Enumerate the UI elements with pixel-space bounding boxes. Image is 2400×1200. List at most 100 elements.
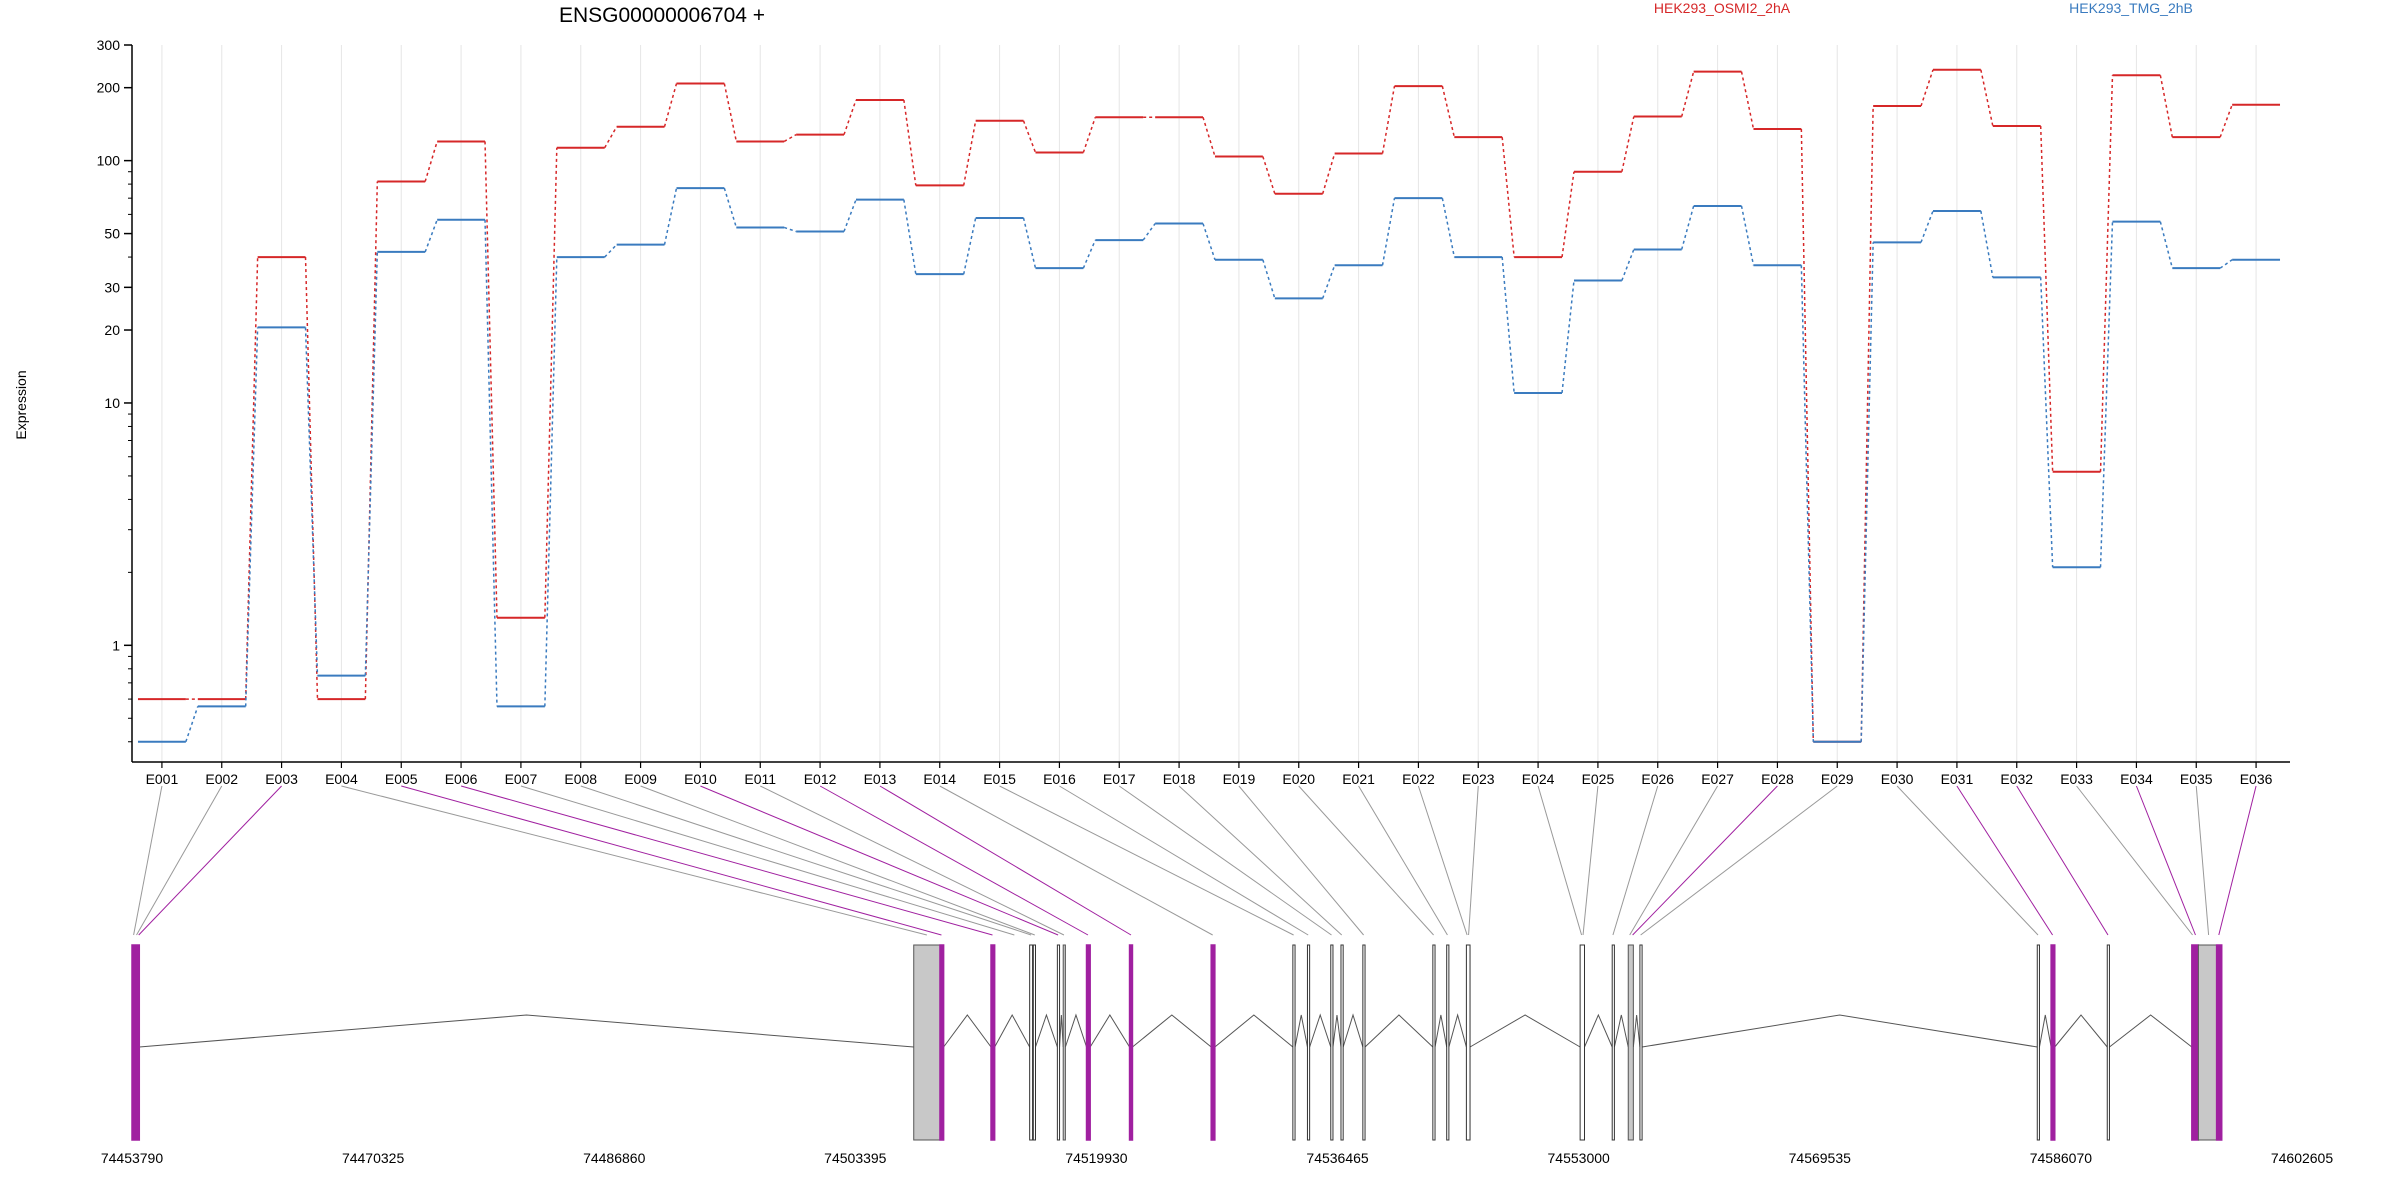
- mapping-line-e021: [1358, 785, 1448, 936]
- genomic-coordinate-label: 74536465: [1306, 1150, 1369, 1166]
- intron-line: [1448, 1013, 1467, 1048]
- mapping-line-e014: [939, 785, 1213, 936]
- x-tick-label: E021: [1342, 771, 1375, 787]
- mapping-line-e025: [1582, 785, 1599, 936]
- x-tick-label: E017: [1103, 771, 1136, 787]
- y-tick-label: 1: [112, 637, 120, 653]
- intron-line: [1309, 1013, 1332, 1048]
- intron-line: [139, 1014, 914, 1048]
- genomic-coordinate-label: 74519930: [1065, 1150, 1128, 1166]
- genomic-coordinate-label: 74553000: [1548, 1150, 1611, 1166]
- exon-box: [131, 944, 141, 1141]
- mapping-line-e034: [2135, 785, 2196, 936]
- mapping-line-e035: [2195, 785, 2210, 936]
- x-tick-label: E014: [923, 771, 956, 787]
- x-tick-label: E013: [864, 771, 897, 787]
- exon-box: [1432, 944, 1436, 1141]
- exon-box: [1029, 944, 1034, 1141]
- exon-box: [1128, 944, 1134, 1141]
- legend-label-hek293-tmg: HEK293_TMG_2hB: [2069, 0, 2193, 16]
- genomic-coordinate-label: 74470325: [342, 1150, 405, 1166]
- series-lines: [137, 68, 2281, 743]
- intron-line: [1632, 1014, 1641, 1048]
- mapping-line-e033: [2076, 785, 2193, 936]
- y-axis-label: Expression: [13, 370, 29, 439]
- mapping-line-e030: [1896, 785, 2039, 936]
- mapping-line-e015: [999, 785, 1294, 936]
- mapping-line-e029: [1640, 785, 1838, 936]
- intron-line: [943, 1014, 992, 1048]
- mapping-line-e023: [1468, 785, 1479, 936]
- y-tick-label: 10: [104, 395, 120, 411]
- exon-box: [1085, 944, 1091, 1141]
- series-connector: [185, 187, 2233, 742]
- x-tick-label: E034: [2120, 771, 2153, 787]
- mapping-line-e019: [1238, 785, 1364, 936]
- exon-box: [2050, 944, 2056, 1141]
- mapping-line-e012: [819, 785, 1089, 936]
- exon-box: [1446, 944, 1450, 1141]
- mapping-line-e018: [1178, 785, 1343, 936]
- mapping-line-e026: [1612, 785, 1659, 936]
- x-tick-label: E001: [146, 771, 179, 787]
- axes: 300 200 100 50 30 20 10 1 E001 E002 E003 E004 E005 E0…: [97, 37, 2290, 787]
- x-tick-label: E032: [2000, 771, 2033, 787]
- mapping-line-e022: [1417, 785, 1468, 936]
- exon-box: [2191, 944, 2200, 1141]
- y-tick-label: 200: [97, 80, 121, 96]
- exon-box: [2215, 944, 2223, 1141]
- x-tick-label: E028: [1761, 771, 1794, 787]
- mapping-line-e013: [879, 785, 1132, 936]
- series-connector: [185, 69, 2233, 742]
- x-tick-label: E026: [1641, 771, 1674, 787]
- series-hek293-osmi2: [137, 68, 2281, 743]
- intron-line: [1132, 1014, 1212, 1048]
- exon-box: [1639, 944, 1643, 1141]
- x-tick-label: E018: [1163, 771, 1196, 787]
- exon-box: [1340, 944, 1344, 1141]
- y-tick-label: 300: [97, 37, 121, 53]
- x-tick-label: E035: [2180, 771, 2213, 787]
- intron-line: [1613, 1014, 1629, 1048]
- intron-line: [1364, 1014, 1434, 1048]
- x-tick-label: E012: [804, 771, 837, 787]
- x-tick-label: E024: [1522, 771, 1555, 787]
- genomic-coordinate-label: 74486860: [583, 1150, 646, 1166]
- exon-box: [1465, 944, 1471, 1141]
- mapping-line-e002: [136, 785, 223, 936]
- x-tick-label: E007: [505, 771, 538, 787]
- chart-title: ENSG00000006704 +: [559, 4, 765, 27]
- intron-line: [1214, 1014, 1294, 1048]
- genomic-coordinate-label: 74586070: [2030, 1150, 2093, 1166]
- mapping-line-e007: [520, 785, 1015, 936]
- exon-box: [1056, 944, 1061, 1141]
- y-tick-label: 50: [104, 226, 120, 242]
- exon-box: [1579, 944, 1585, 1141]
- exon-box: [2106, 944, 2110, 1141]
- grid-lines: [161, 45, 2257, 762]
- gene-model-track: 74453790 74470325 74486860 74503395 74519930…: [101, 944, 2333, 1166]
- x-tick-label: E023: [1462, 771, 1495, 787]
- x-tick-label: E030: [1881, 771, 1914, 787]
- mapping-line-e016: [1059, 785, 1309, 936]
- x-tick-label: E036: [2240, 771, 2273, 787]
- legend-label-hek293-osmi2: HEK293_OSMI2_2hA: [1654, 0, 1791, 16]
- x-tick-label: E003: [265, 771, 298, 787]
- x-tick-label: E015: [983, 771, 1016, 787]
- intron-line: [2054, 1014, 2108, 1048]
- x-tick-label: E011: [744, 771, 776, 787]
- x-tick-label: E004: [325, 771, 358, 787]
- exon-box: [1306, 944, 1311, 1141]
- mapping-line-e027: [1629, 785, 1719, 936]
- y-tick-label: 20: [104, 322, 120, 338]
- mapping-line-e020: [1298, 785, 1434, 936]
- intron-line: [1332, 1014, 1342, 1048]
- mapping-line-e032: [2016, 785, 2109, 936]
- mapping-line-e024: [1537, 785, 1583, 936]
- intron-line: [1469, 1014, 1581, 1048]
- mapping-line-e036: [2218, 785, 2257, 936]
- x-tick-label: E006: [445, 771, 478, 787]
- mapping-line-e028: [1632, 785, 1778, 936]
- x-tick-label: E019: [1223, 771, 1256, 787]
